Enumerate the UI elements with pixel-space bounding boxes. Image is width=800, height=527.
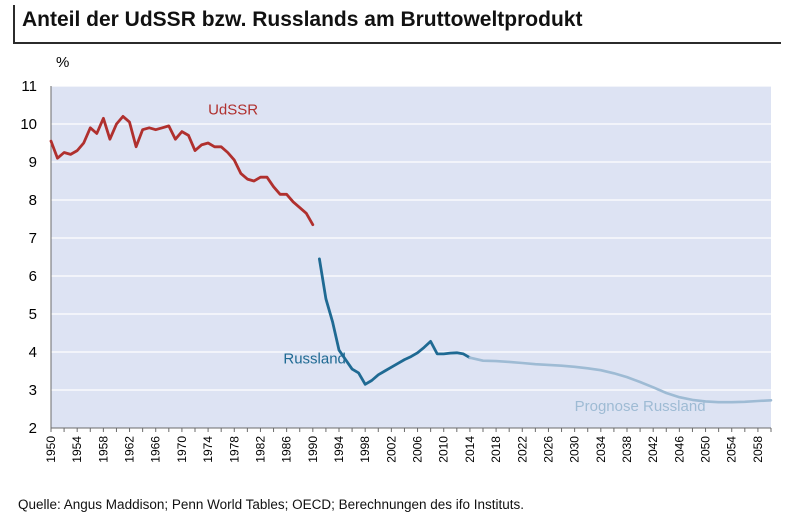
x-tick-label: 2030: [568, 436, 582, 463]
x-tick-label: 1954: [70, 436, 84, 463]
y-tick-label: 5: [29, 306, 37, 323]
series-line-udssr: [49, 115, 315, 227]
x-tick-label: 1990: [306, 436, 320, 463]
source-note: Quelle: Angus Maddison; Penn World Table…: [18, 497, 525, 512]
title-rule-left: [13, 5, 15, 43]
x-axis-ticks: 1950 1954 1958 1962 1966 1970 1974 1978 1982 1986…: [44, 428, 772, 463]
y-tick-label: 10: [20, 116, 37, 133]
x-tick-label: 2054: [725, 436, 739, 463]
x-tick-label: 2038: [620, 436, 634, 463]
x-tick-label: 2042: [646, 436, 660, 463]
y-axis-ticks: 2 3 4 5 6 7 8 9 10 11: [20, 78, 37, 437]
x-tick-label: 1962: [123, 436, 137, 463]
y-tick-label: 9: [29, 154, 37, 171]
x-tick-label: 1950: [44, 436, 58, 463]
gridlines: [50, 85, 771, 429]
x-tick-label: 2018: [489, 436, 503, 463]
y-axis-unit: %: [56, 54, 70, 71]
y-tick-label: 7: [29, 230, 37, 247]
title-rule-bottom: [13, 42, 781, 44]
y-tick-label: 4: [29, 344, 37, 361]
y-tick-label: 3: [29, 382, 37, 399]
x-tick-label: 2002: [384, 436, 398, 463]
x-tick-label: 2058: [751, 436, 765, 463]
x-tick-label: 1994: [332, 436, 346, 463]
y-tick-label: 2: [29, 420, 37, 437]
plot-area: [51, 86, 771, 428]
x-tick-label: 2022: [515, 436, 529, 463]
annotations: UdSSR Russland Prognose Russland: [208, 102, 705, 415]
series-group: [49, 115, 773, 404]
series-line-prognose: [468, 356, 773, 404]
x-tick-label: 2026: [541, 436, 555, 463]
x-tick-label: 2010: [437, 436, 451, 463]
series-label: Russland: [283, 350, 346, 367]
x-tick-label: 1958: [96, 436, 110, 463]
x-tick-label: 1986: [280, 436, 294, 463]
x-tick-label: 2014: [463, 436, 477, 463]
x-tick-label: 1966: [149, 436, 163, 463]
y-tick-label: 8: [29, 192, 37, 209]
series-label: UdSSR: [208, 102, 258, 119]
y-tick-label: 6: [29, 268, 37, 285]
x-tick-label: 2006: [411, 436, 425, 463]
x-tick-label: 1974: [201, 436, 215, 463]
x-tick-label: 1978: [227, 436, 241, 463]
x-tick-label: 1982: [253, 436, 267, 463]
series-line-russland: [317, 257, 472, 386]
x-tick-label: 2034: [594, 436, 608, 463]
x-tick-label: 2050: [699, 436, 713, 463]
series-label: Prognose Russland: [575, 398, 706, 415]
x-tick-label: 1998: [358, 436, 372, 463]
x-tick-label: 1970: [175, 436, 189, 463]
x-tick-label: 2046: [672, 436, 686, 463]
y-tick-label: 11: [21, 78, 37, 95]
chart-title: Anteil der UdSSR bzw. Russlands am Brutt…: [22, 8, 583, 31]
